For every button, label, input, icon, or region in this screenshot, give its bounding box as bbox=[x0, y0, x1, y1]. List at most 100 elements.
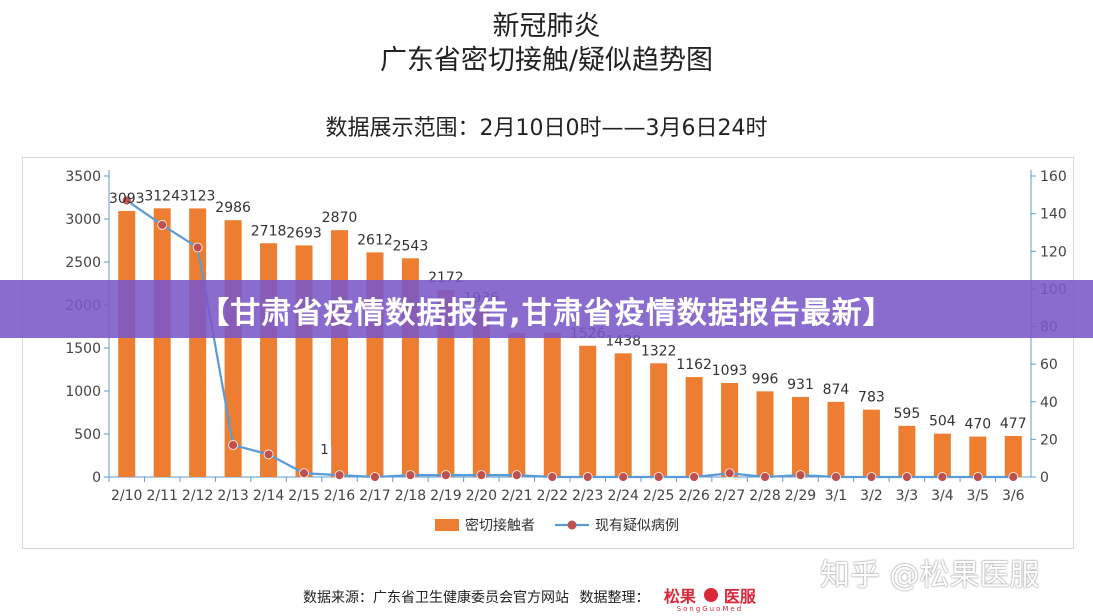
bar bbox=[969, 436, 987, 477]
bar bbox=[260, 243, 278, 477]
x-axis-tick-label: 2/10 bbox=[111, 488, 142, 504]
suspected-cases-point bbox=[192, 242, 203, 253]
bar-data-label: 783 bbox=[858, 390, 885, 406]
right-axis-tick-label: 140 bbox=[1040, 207, 1067, 223]
x-axis-tick-label: 2/27 bbox=[714, 488, 745, 504]
data-range-label: 数据展示范围：2月10日0时——3月6日24时 bbox=[325, 116, 768, 141]
right-axis-tick-label: 0 bbox=[1040, 470, 1049, 486]
bar bbox=[933, 433, 951, 477]
suspected-cases-point bbox=[866, 472, 877, 482]
bar bbox=[224, 220, 242, 478]
left-axis-tick-label: 0 bbox=[92, 470, 101, 486]
x-axis-tick-label: 2/20 bbox=[466, 488, 497, 504]
x-axis-tick-label: 2/11 bbox=[146, 488, 177, 504]
trend-chart: 0500100015002000250030003500020406080100… bbox=[65, 169, 1067, 534]
bar-data-label: 3124 bbox=[144, 188, 180, 204]
footer: 数据来源：广东省卫生健康委员会官方网站 数据整理： 松果 医服 SongGuoMe… bbox=[303, 583, 768, 613]
suspected-cases-point bbox=[299, 468, 309, 479]
suspected-cases-point bbox=[440, 470, 451, 481]
logo-mark-icon bbox=[703, 588, 718, 602]
right-axis-tick-label: 160 bbox=[1040, 169, 1067, 185]
suspected-cases-point bbox=[157, 220, 168, 230]
x-axis-tick-label: 2/14 bbox=[253, 488, 285, 504]
bar-data-label: 3093 bbox=[109, 191, 145, 207]
left-axis-tick-label: 3000 bbox=[65, 212, 101, 228]
bar bbox=[721, 383, 739, 477]
right-axis-tick-label: 40 bbox=[1040, 395, 1058, 411]
bar-data-label: 3123 bbox=[180, 188, 216, 204]
bar bbox=[685, 377, 703, 477]
x-axis-tick-label: 2/17 bbox=[359, 488, 390, 504]
x-axis-tick-label: 2/13 bbox=[217, 488, 248, 504]
suspected-cases-point bbox=[1008, 472, 1019, 482]
left-axis-tick-label: 1000 bbox=[65, 384, 101, 400]
suspected-cases-line bbox=[126, 199, 1014, 479]
x-axis-tick-label: 3/2 bbox=[860, 488, 883, 504]
x-axis-tick-label: 2/25 bbox=[643, 488, 674, 504]
right-axis-tick-label: 20 bbox=[1040, 432, 1058, 448]
bar-data-label: 504 bbox=[929, 414, 956, 430]
left-axis-tick-label: 500 bbox=[74, 427, 101, 443]
legend-swatch-marker bbox=[567, 520, 577, 530]
bar-data-label: 931 bbox=[787, 377, 814, 393]
bar bbox=[756, 391, 774, 477]
legend-swatch-contacts bbox=[435, 519, 459, 531]
left-axis-tick-label: 2500 bbox=[65, 255, 101, 271]
bar-data-label: 2986 bbox=[215, 200, 251, 216]
suspected-cases-point bbox=[795, 470, 806, 481]
bar bbox=[118, 211, 136, 477]
x-axis-tick-label: 3/6 bbox=[1002, 488, 1025, 504]
x-axis-tick-label: 2/26 bbox=[678, 488, 710, 504]
left-axis-tick-label: 1500 bbox=[65, 341, 101, 357]
x-axis-tick-label: 3/4 bbox=[931, 488, 954, 504]
suspected-cases-point bbox=[263, 449, 274, 460]
suspected-cases-point bbox=[405, 470, 416, 481]
suspected-cases-point bbox=[618, 472, 629, 482]
suspected-cases-point bbox=[724, 468, 735, 479]
data-organizer: 数据整理： bbox=[579, 590, 650, 606]
x-axis-tick-label: 2/22 bbox=[537, 488, 568, 504]
bar-data-label: 1162 bbox=[676, 357, 712, 373]
bar-data-label: 477 bbox=[1000, 416, 1027, 432]
x-axis-tick-label: 2/23 bbox=[572, 488, 603, 504]
bar-data-label: 595 bbox=[894, 406, 921, 422]
bar bbox=[898, 425, 916, 477]
bar-data-label: 470 bbox=[964, 417, 991, 433]
bar-data-label: 2693 bbox=[286, 225, 322, 241]
bar bbox=[331, 230, 348, 477]
bar bbox=[153, 208, 171, 477]
suspected-cases-point bbox=[972, 472, 983, 482]
right-axis-tick-label: 60 bbox=[1040, 357, 1058, 373]
x-axis-tick-label: 2/18 bbox=[395, 488, 426, 504]
x-axis-tick-label: 3/1 bbox=[825, 488, 848, 504]
banner-overlay bbox=[0, 280, 1093, 338]
bar bbox=[827, 401, 845, 477]
logo-text-left: 松果 bbox=[663, 587, 696, 606]
bar bbox=[650, 363, 668, 477]
suspected-cases-point bbox=[511, 470, 522, 481]
x-axis-tick-label: 2/29 bbox=[785, 488, 816, 504]
legend-label-suspected: 现有疑似病例 bbox=[595, 518, 679, 534]
x-axis-tick-label: 2/12 bbox=[182, 488, 213, 504]
bar bbox=[472, 310, 490, 477]
bar bbox=[614, 353, 632, 477]
bar-data-label: 1093 bbox=[712, 363, 748, 379]
right-axis-tick-label: 120 bbox=[1040, 244, 1067, 260]
x-axis-tick-label: 2/24 bbox=[607, 488, 639, 504]
bar bbox=[543, 332, 561, 477]
logo-text-right: 医服 bbox=[723, 587, 756, 606]
suspected-cases-point bbox=[760, 472, 770, 482]
logo-subtext: SongGuoMed bbox=[676, 605, 744, 613]
suspected-cases-point bbox=[476, 470, 487, 481]
suspected-cases-point bbox=[901, 472, 912, 482]
bar-data-label: 996 bbox=[752, 371, 779, 387]
bar bbox=[1004, 435, 1022, 477]
bar-data-label: 2543 bbox=[393, 238, 429, 254]
bar bbox=[508, 332, 526, 477]
suspected-cases-point bbox=[653, 472, 664, 482]
suspected-cases-point bbox=[831, 472, 841, 482]
chart-title-line1: 新冠肺炎 bbox=[492, 11, 601, 42]
x-axis-tick-label: 3/5 bbox=[967, 488, 990, 504]
suspected-cases-point bbox=[547, 472, 558, 482]
x-axis-tick-label: 2/21 bbox=[501, 488, 532, 504]
